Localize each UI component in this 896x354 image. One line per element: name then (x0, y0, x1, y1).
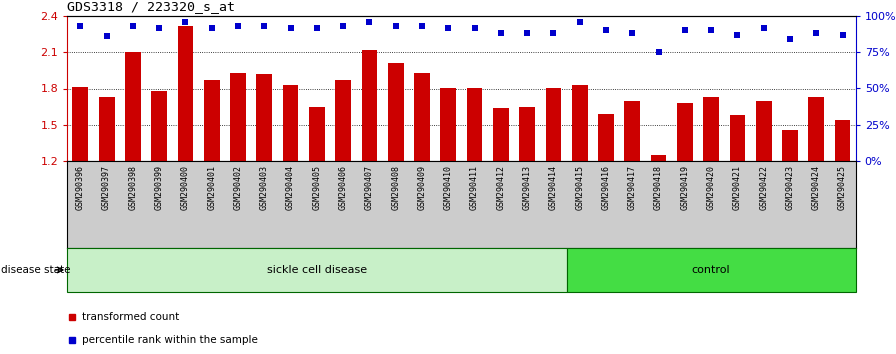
Bar (441, 88, 456, 161)
Bar (151, 91, 167, 161)
Bar (204, 80, 220, 161)
Text: GSM290407: GSM290407 (365, 165, 374, 210)
Bar (703, 97, 719, 161)
Point (362, 19, 376, 24)
Point (651, 49, 666, 55)
Point (730, 32, 745, 38)
Text: percentile rank within the sample: percentile rank within the sample (82, 335, 258, 346)
Point (520, 30, 534, 36)
Bar (520, 107, 535, 161)
Bar (808, 97, 824, 161)
Bar (625, 101, 640, 161)
Bar (256, 74, 272, 161)
Text: GSM290409: GSM290409 (418, 165, 426, 210)
Text: GSM290397: GSM290397 (102, 165, 111, 210)
Text: GSM290405: GSM290405 (313, 165, 322, 210)
Bar (67, 248, 566, 292)
Text: GSM290418: GSM290418 (654, 165, 663, 210)
Text: GSM290416: GSM290416 (601, 165, 610, 210)
Bar (335, 80, 351, 161)
Bar (467, 88, 482, 161)
Bar (388, 63, 403, 161)
Text: GSM290411: GSM290411 (470, 165, 479, 210)
Bar (493, 108, 509, 161)
Point (99, 33, 114, 39)
Bar (99, 97, 115, 161)
Point (704, 28, 719, 33)
Point (783, 36, 797, 42)
Text: GSM290408: GSM290408 (392, 165, 401, 210)
Text: GSM290402: GSM290402 (234, 165, 243, 210)
Bar (177, 25, 194, 161)
Text: GSM290403: GSM290403 (260, 165, 269, 210)
Text: GSM290415: GSM290415 (575, 165, 584, 210)
Point (809, 30, 823, 36)
Text: GSM290410: GSM290410 (444, 165, 452, 210)
Text: GSM290419: GSM290419 (680, 165, 689, 210)
Point (73, 23, 88, 29)
Text: disease state: disease state (1, 265, 71, 275)
Text: GSM290400: GSM290400 (181, 165, 190, 210)
Text: GSM290420: GSM290420 (707, 165, 716, 210)
Text: GSM290412: GSM290412 (496, 165, 505, 210)
Text: GSM290396: GSM290396 (76, 165, 85, 210)
Text: GSM290404: GSM290404 (286, 165, 295, 210)
Text: GSM290399: GSM290399 (155, 165, 164, 210)
Bar (566, 248, 856, 292)
Point (204, 25, 219, 30)
Bar (677, 103, 693, 161)
Point (468, 25, 482, 30)
Text: sickle cell disease: sickle cell disease (267, 265, 367, 275)
Point (599, 28, 613, 33)
Bar (729, 115, 745, 161)
Bar (125, 52, 141, 161)
Bar (835, 120, 850, 161)
Point (125, 23, 140, 29)
Point (283, 25, 297, 30)
Point (441, 25, 455, 30)
Point (756, 25, 771, 30)
Bar (782, 130, 797, 161)
Text: GSM290398: GSM290398 (128, 165, 137, 210)
Point (310, 25, 324, 30)
Text: GSM290413: GSM290413 (522, 165, 531, 210)
Point (494, 30, 508, 36)
Point (835, 32, 849, 38)
Bar (650, 155, 667, 161)
Bar (572, 85, 588, 161)
Text: GSM290422: GSM290422 (759, 165, 768, 210)
Point (415, 23, 429, 29)
Point (547, 30, 561, 36)
Bar (309, 107, 324, 161)
Bar (756, 101, 771, 161)
Bar (362, 50, 377, 161)
Bar (599, 114, 614, 161)
Bar (546, 88, 561, 161)
Text: GSM290423: GSM290423 (786, 165, 795, 210)
Bar (283, 85, 298, 161)
Point (231, 23, 246, 29)
Text: GSM290425: GSM290425 (838, 165, 847, 210)
Point (178, 19, 193, 24)
Bar (414, 73, 430, 161)
Text: GSM290401: GSM290401 (207, 165, 216, 210)
Point (677, 28, 692, 33)
Bar (230, 73, 246, 161)
Text: GSM290421: GSM290421 (733, 165, 742, 210)
Point (389, 23, 403, 29)
Text: control: control (692, 265, 730, 275)
Bar (73, 87, 88, 161)
Text: GSM290406: GSM290406 (339, 165, 348, 210)
Point (625, 30, 640, 36)
Point (152, 25, 167, 30)
Text: GSM290417: GSM290417 (628, 165, 637, 210)
Text: GDS3318 / 223320_s_at: GDS3318 / 223320_s_at (67, 0, 235, 13)
Text: transformed count: transformed count (82, 312, 179, 322)
Point (573, 19, 587, 24)
Point (336, 23, 350, 29)
Text: GSM290414: GSM290414 (549, 165, 558, 210)
Point (257, 23, 271, 29)
Text: GSM290424: GSM290424 (812, 165, 821, 210)
